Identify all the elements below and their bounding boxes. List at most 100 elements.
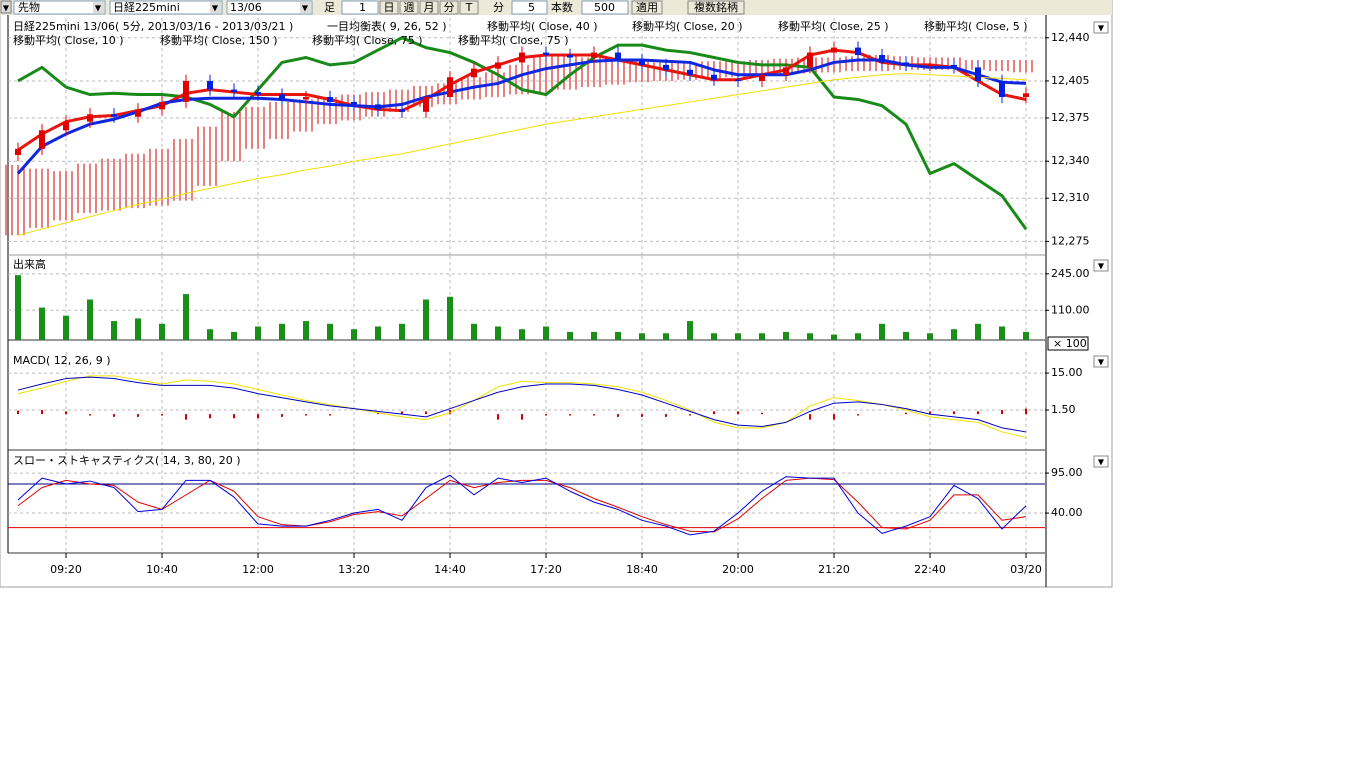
bar [615,332,621,340]
bar [15,275,21,340]
bar [375,326,381,340]
histogram-bar [521,414,523,419]
candle-body [543,53,549,55]
histogram-bar [161,414,163,415]
bar [711,333,717,340]
candle-body [879,55,885,62]
histogram-bar [593,414,595,415]
histogram-bar [713,411,715,414]
period-button-label: 週 [404,1,415,14]
bar [87,299,93,340]
bar [423,299,429,340]
y-tick-label: 12,375 [1051,111,1090,124]
bar [639,333,645,340]
histogram-bar [17,411,19,415]
candle-body [903,62,909,64]
x-tick-label: 22:40 [914,563,946,576]
y-tick-label: 12,310 [1051,191,1090,204]
bar [159,324,165,340]
candle-body [303,97,309,99]
histogram-bar [617,414,619,417]
bar [927,333,933,340]
candle-body [687,70,693,75]
bar [447,297,453,340]
x-tick-label: 21:20 [818,563,850,576]
panel-title: MACD( 12, 26, 9 ) [13,354,111,367]
histogram-bar [545,414,547,415]
histogram-bar [1001,410,1003,414]
toolbar: ▼ 先物 ▼ 日経225mini ▼ 13/06 ▼ 足 1 日週月分T 分 5… [0,0,1112,15]
bar [495,326,501,340]
histogram-bar [689,414,691,415]
candle-body [1023,93,1029,97]
candle-body [207,81,213,90]
candle-body [87,114,93,121]
legend-entry: 移動平均( Close, 25 ) [778,19,889,33]
histogram-bar [905,413,907,414]
icon: ▼ [1098,24,1105,33]
candle-body [639,60,645,65]
legend-entry: 一目均衡表( 9, 26, 52 ) [327,19,447,33]
histogram-bar [257,414,259,418]
panel-title: スロー・ストキャスティクス( 14, 3, 80, 20 ) [13,454,241,467]
legend-entry: 日経225mini 13/06( 5分, 2013/03/16 - 2013/0… [13,20,293,33]
y-tick-label: 12,440 [1051,31,1090,44]
period-button-label: 月 [424,1,435,14]
y-tick-label: 12,340 [1051,154,1090,167]
histogram-bar [497,414,499,419]
bar [831,335,837,340]
bar [591,332,597,340]
histogram-bar [761,413,763,414]
candle-body [519,53,525,63]
contract: 13/06 [230,1,262,14]
bar [63,316,69,340]
candle-body [951,65,957,67]
apply: 適用 [636,0,658,14]
histogram-bar [737,411,739,414]
candle-body [375,104,381,109]
candle-body [783,67,789,74]
candle-body [567,55,573,57]
x-tick-label: 13:20 [338,563,370,576]
bar [303,321,309,340]
candle-body [663,65,669,70]
x-tick-label: 12:00 [242,563,274,576]
candle-body [15,149,21,155]
candle-body [759,75,765,81]
period-button-label: 日 [384,1,395,14]
bar [975,324,981,340]
candle-body [471,69,477,78]
legend-entry: 移動平均( Close, 150 ) [160,33,278,47]
period-button-label: T [465,1,473,14]
histogram-bar [233,414,235,418]
bar [231,332,237,340]
candle-body [39,130,45,149]
candle-body [255,92,261,94]
candle-body [495,62,501,68]
bar [543,326,549,340]
x-tick-label: 03/20 [1010,563,1042,576]
bar [663,333,669,340]
candle-body [591,53,597,58]
icon: ▼ [1098,262,1105,271]
histogram-bar [113,414,115,417]
bar [399,324,405,340]
candle-body [711,75,717,80]
y-tick-label: 95.00 [1051,466,1083,479]
candle-body [111,114,117,116]
legend-entry: 移動平均( Close, 40 ) [487,19,598,33]
x-tick-label: 10:40 [146,563,178,576]
candle-body [159,102,165,109]
bar [351,329,357,340]
candle-body [183,81,189,102]
bar [951,329,957,340]
x-tick-label: 09:20 [50,563,82,576]
histogram-bar [137,414,139,417]
legend-entry: 移動平均( Close, 20 ) [632,19,743,33]
histogram-bar [41,410,43,414]
icon: ▼ [3,4,10,13]
candle-body [855,48,861,55]
bar [735,333,741,340]
